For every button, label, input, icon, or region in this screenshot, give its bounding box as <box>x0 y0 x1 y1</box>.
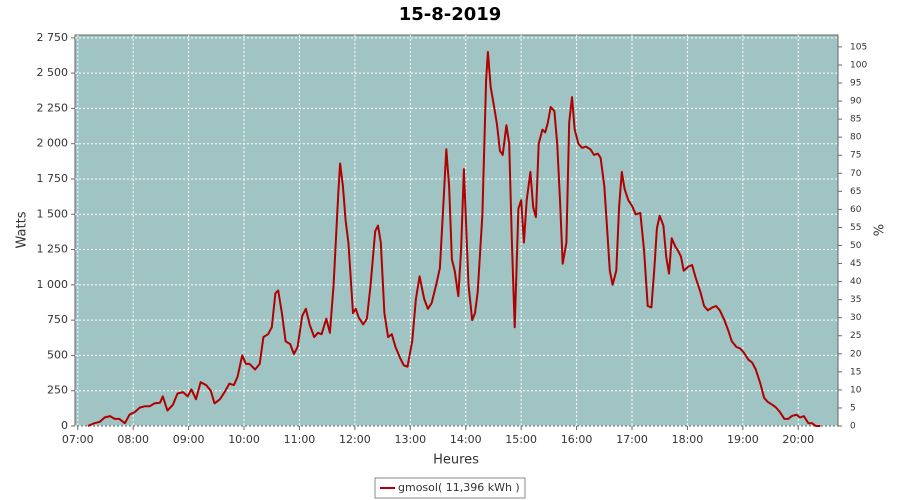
y2-tick-label: 55 <box>850 223 861 233</box>
y2-tick-label: 100 <box>850 60 867 70</box>
y2-tick-label: 30 <box>850 313 862 323</box>
x-axis-label: Heures <box>433 453 479 468</box>
x-tick-label: 16:00 <box>561 433 593 446</box>
plot-area <box>74 34 839 427</box>
y-tick-label: 750 <box>47 313 68 326</box>
y2-tick-label: 35 <box>850 295 861 305</box>
y2-tick-label: 90 <box>850 97 862 107</box>
y2-tick-label: 20 <box>850 349 862 359</box>
x-tick-label: 10:00 <box>228 433 260 446</box>
y-tick-label: 1 750 <box>37 172 69 185</box>
x-tick-label: 09:00 <box>173 433 205 446</box>
x-tick-label: 15:00 <box>505 433 537 446</box>
y2-tick-label: 10 <box>850 385 862 395</box>
x-tick-label: 11:00 <box>284 433 316 446</box>
y-tick-label: 2 750 <box>37 31 69 44</box>
y2-axis-label: % <box>873 224 888 236</box>
x-tick-label: 19:00 <box>727 433 759 446</box>
x-tick-label: 18:00 <box>672 433 704 446</box>
y2-tick-label: 70 <box>850 169 862 179</box>
x-tick-label: 12:00 <box>339 433 371 446</box>
y-tick-label: 0 <box>61 419 68 432</box>
legend-label: gmosol( 11,396 kWh ) <box>398 481 520 494</box>
y2-tick-label: 5 <box>850 403 856 413</box>
y2-tick-label: 45 <box>850 259 861 269</box>
y-tick-label: 1 250 <box>37 243 69 256</box>
y2-tick-label: 50 <box>850 241 862 251</box>
y2-tick-label: 75 <box>850 151 861 161</box>
y-tick-label: 500 <box>47 348 68 361</box>
y2-tick-label: 0 <box>850 422 856 432</box>
y2-tick-label: 85 <box>850 115 861 125</box>
y2-tick-label: 15 <box>850 367 861 377</box>
y2-tick-label: 65 <box>850 187 861 197</box>
y-tick-label: 1 500 <box>37 207 69 220</box>
y2-tick-label: 80 <box>850 133 862 143</box>
y-tick-label: 2 000 <box>37 137 69 150</box>
y2-tick-label: 95 <box>850 79 861 89</box>
y-tick-label: 1 000 <box>37 278 69 291</box>
x-tick-label: 13:00 <box>394 433 426 446</box>
x-tick-label: 14:00 <box>450 433 482 446</box>
y2-tick-label: 60 <box>850 205 862 215</box>
x-tick-label: 20:00 <box>782 433 814 446</box>
y2-tick-label: 25 <box>850 331 861 341</box>
y-axis-label: Watts <box>15 211 30 248</box>
legend-box <box>374 477 526 499</box>
x-tick-label: 08:00 <box>117 433 149 446</box>
y-tick-label: 250 <box>47 384 68 397</box>
series-line <box>87 50 821 427</box>
y2-tick-label: 40 <box>850 277 862 287</box>
y-tick-label: 2 500 <box>37 66 69 79</box>
chart-title: 15-8-2019 <box>399 4 502 25</box>
x-tick-label: 07:00 <box>62 433 94 446</box>
y-tick-label: 2 250 <box>37 101 69 114</box>
y2-tick-label: 105 <box>850 42 867 52</box>
x-tick-label: 17:00 <box>616 433 648 446</box>
